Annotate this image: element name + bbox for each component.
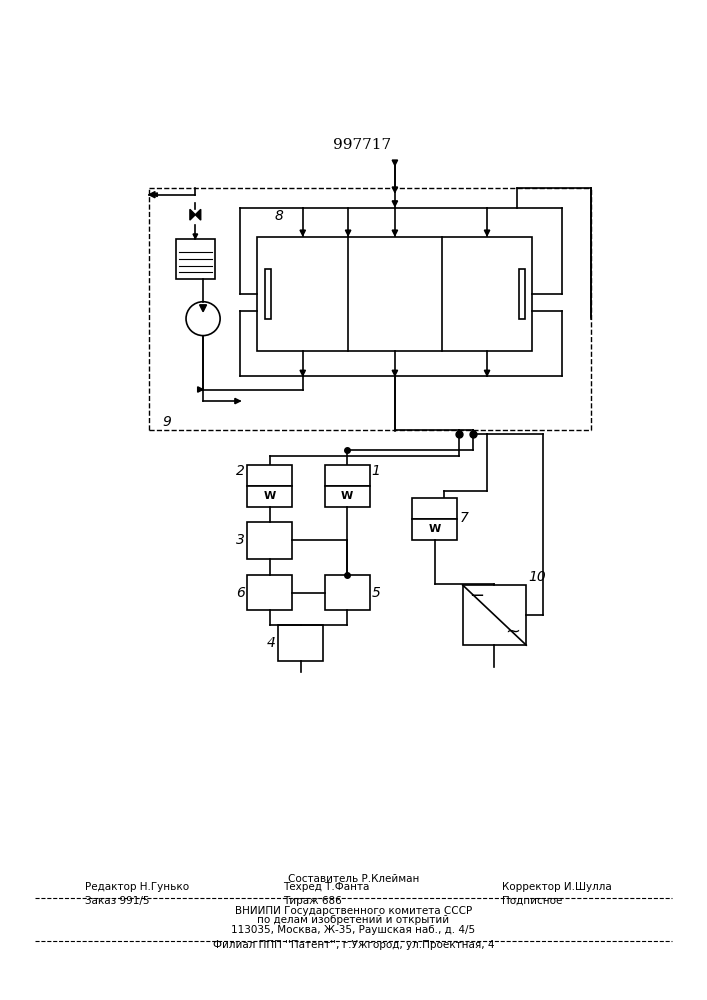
- Text: 8: 8: [274, 209, 284, 223]
- Text: W: W: [264, 491, 276, 501]
- Polygon shape: [392, 370, 397, 376]
- Polygon shape: [149, 192, 155, 198]
- Text: Подписное: Подписное: [502, 896, 562, 906]
- Bar: [412, 498, 457, 519]
- Text: 6: 6: [236, 586, 245, 600]
- Polygon shape: [199, 305, 206, 312]
- Bar: [462, 585, 526, 645]
- Polygon shape: [392, 187, 397, 192]
- Text: −: −: [469, 587, 484, 605]
- Text: Составитель Р.Клейман: Составитель Р.Клейман: [288, 874, 419, 884]
- Bar: [176, 239, 215, 279]
- Polygon shape: [235, 398, 240, 404]
- Bar: [247, 465, 292, 486]
- Text: Заказ 991/5: Заказ 991/5: [85, 896, 149, 906]
- Polygon shape: [392, 160, 397, 165]
- Text: 1: 1: [371, 464, 380, 478]
- Text: Корректор И.Шулла: Корректор И.Шулла: [502, 882, 612, 892]
- Text: 3: 3: [236, 533, 245, 547]
- Text: 9: 9: [162, 415, 171, 429]
- Polygon shape: [300, 370, 305, 376]
- Bar: [257, 237, 532, 351]
- Text: Редактор Н.Гунько: Редактор Н.Гунько: [85, 882, 189, 892]
- Polygon shape: [392, 201, 397, 206]
- Bar: [325, 486, 370, 507]
- Text: 2: 2: [236, 464, 245, 478]
- Text: по делам изобретений и открытий: по делам изобретений и открытий: [257, 915, 450, 925]
- Polygon shape: [300, 230, 305, 235]
- Bar: [247, 522, 292, 559]
- Text: ВНИИПИ Государственного комитета СССР: ВНИИПИ Государственного комитета СССР: [235, 906, 472, 916]
- Text: 997717: 997717: [333, 138, 391, 152]
- Polygon shape: [195, 209, 201, 220]
- Polygon shape: [392, 230, 397, 235]
- Polygon shape: [346, 230, 351, 235]
- Bar: [279, 625, 323, 661]
- Text: Техред Т.Фанта: Техред Т.Фанта: [283, 882, 369, 892]
- Text: W: W: [341, 491, 354, 501]
- Polygon shape: [484, 230, 490, 235]
- Polygon shape: [153, 193, 158, 197]
- Bar: [325, 465, 370, 486]
- Text: ~: ~: [505, 622, 520, 640]
- Text: 4: 4: [267, 636, 276, 650]
- Bar: [412, 519, 457, 540]
- Text: 5: 5: [371, 586, 380, 600]
- Polygon shape: [198, 387, 203, 392]
- Bar: [518, 269, 525, 319]
- Text: Тираж 686: Тираж 686: [283, 896, 341, 906]
- Bar: [247, 575, 292, 610]
- Polygon shape: [484, 370, 490, 376]
- Text: Филиал ППП ''Патент'', г.Ужгород, ул.Проектная, 4: Филиал ППП ''Патент'', г.Ужгород, ул.Про…: [213, 940, 494, 950]
- Text: 10: 10: [529, 570, 547, 584]
- Text: 113035, Москва, Ж-35, Раушская наб., д. 4/5: 113035, Москва, Ж-35, Раушская наб., д. …: [231, 925, 476, 935]
- Bar: [265, 269, 271, 319]
- Polygon shape: [190, 209, 195, 220]
- Text: 7: 7: [460, 511, 469, 525]
- Text: W: W: [428, 524, 441, 534]
- Polygon shape: [193, 234, 198, 239]
- Bar: [247, 486, 292, 507]
- Bar: [325, 575, 370, 610]
